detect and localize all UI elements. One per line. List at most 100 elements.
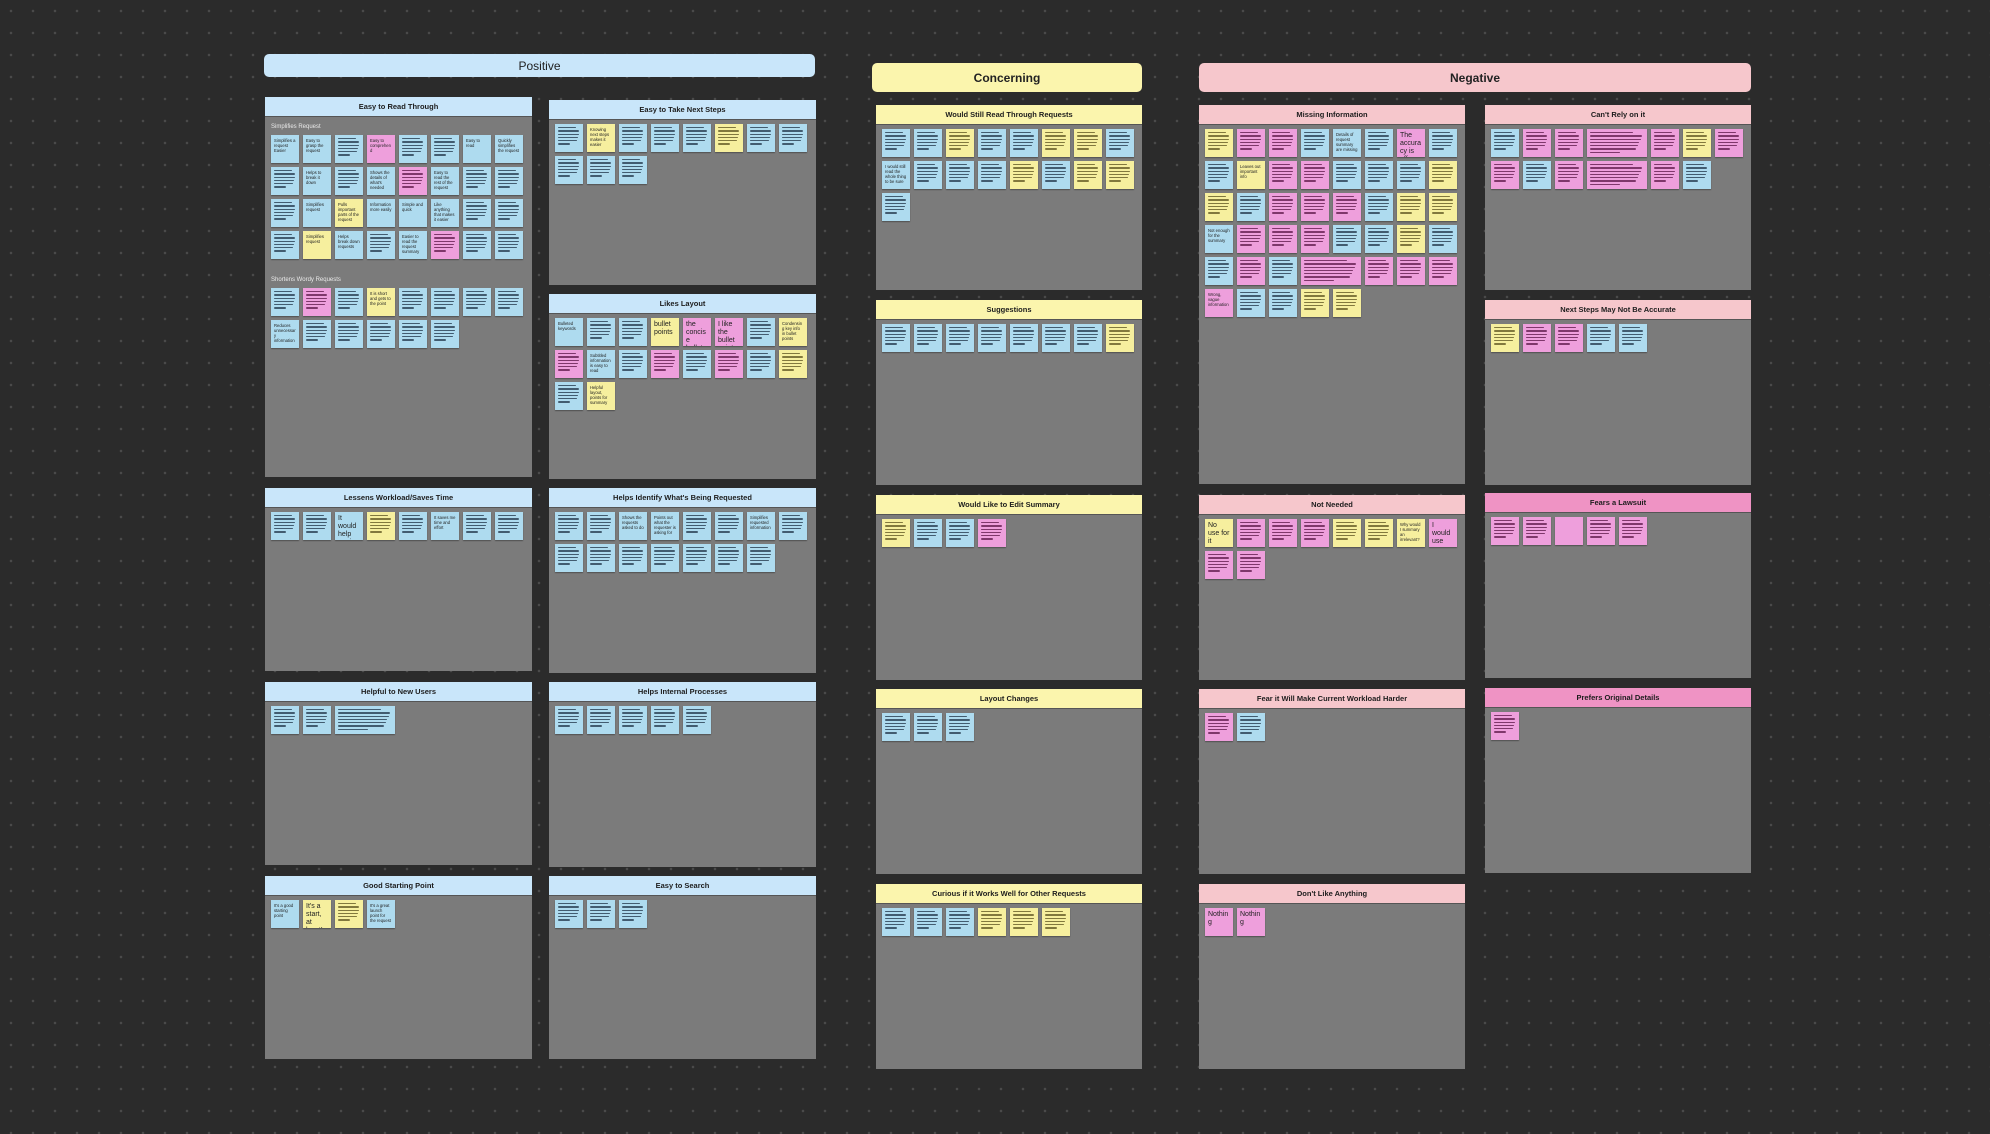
sticky-note[interactable]: Simplifies request [303, 199, 331, 227]
sticky-note[interactable] [683, 706, 711, 734]
sticky-note[interactable] [555, 350, 583, 378]
sticky-note[interactable] [367, 320, 395, 348]
sticky-note[interactable]: Bulleted keywords [555, 318, 583, 346]
frame-edit-summary[interactable]: Would Like to Edit Summary [876, 495, 1142, 680]
frame-next-steps-accuracy[interactable]: Next Steps May Not Be Accurate [1485, 300, 1751, 485]
frame-cant-rely[interactable]: Can't Rely on it [1485, 105, 1751, 290]
frame-missing-information[interactable]: Missing Information Details of request su… [1199, 105, 1465, 484]
section-header-negative[interactable]: Negative [1199, 63, 1751, 92]
sticky-note[interactable] [1587, 129, 1647, 157]
sticky-note[interactable] [619, 900, 647, 928]
sticky-note[interactable]: Information more easily [367, 199, 395, 227]
sticky-note[interactable] [1010, 324, 1038, 352]
sticky-note[interactable] [587, 156, 615, 184]
sticky-note[interactable] [946, 519, 974, 547]
sticky-note[interactable] [1491, 517, 1519, 545]
sticky-note[interactable] [1555, 324, 1583, 352]
sticky-note[interactable] [463, 288, 491, 316]
sticky-note[interactable] [1555, 161, 1583, 189]
sticky-note[interactable] [978, 908, 1006, 936]
sticky-note[interactable] [1205, 161, 1233, 189]
section-header-positive[interactable]: Positive [264, 54, 815, 77]
sticky-note[interactable] [1429, 129, 1457, 157]
sticky-note[interactable] [1523, 161, 1551, 189]
sticky-note[interactable] [1269, 161, 1297, 189]
sticky-note[interactable] [303, 512, 331, 540]
sticky-note[interactable] [1301, 193, 1329, 221]
sticky-note[interactable] [271, 167, 299, 195]
sticky-note[interactable] [683, 544, 711, 572]
sticky-note[interactable] [587, 900, 615, 928]
sticky-note[interactable] [882, 324, 910, 352]
sticky-note[interactable] [779, 350, 807, 378]
sticky-note[interactable] [914, 129, 942, 157]
sticky-note[interactable]: Not enough for the summary [1205, 225, 1233, 253]
sticky-note[interactable] [1106, 129, 1134, 157]
sticky-note[interactable] [495, 231, 523, 259]
sticky-note[interactable] [1651, 161, 1679, 189]
sticky-note[interactable] [1301, 225, 1329, 253]
sticky-note[interactable] [1523, 324, 1551, 352]
sticky-note[interactable] [463, 512, 491, 540]
sticky-note[interactable] [1205, 193, 1233, 221]
sticky-note[interactable] [555, 156, 583, 184]
sticky-note[interactable] [882, 193, 910, 221]
sticky-note[interactable] [431, 231, 459, 259]
sticky-note[interactable] [882, 713, 910, 741]
sticky-note[interactable] [555, 900, 583, 928]
sticky-note[interactable] [271, 199, 299, 227]
sticky-note[interactable] [587, 544, 615, 572]
sticky-note[interactable] [1365, 257, 1393, 285]
sticky-note[interactable] [1301, 129, 1329, 157]
sticky-note[interactable]: Easy to grasp the request [303, 135, 331, 163]
sticky-note[interactable] [303, 288, 331, 316]
sticky-note[interactable]: Helps to break it down [303, 167, 331, 195]
frame-still-read[interactable]: Would Still Read Through Requests I would… [876, 105, 1142, 290]
sticky-note[interactable] [882, 519, 910, 547]
sticky-note[interactable]: the concise bullets [683, 318, 711, 346]
sticky-note[interactable]: Wrong, vague information [1205, 289, 1233, 317]
sticky-note[interactable] [914, 908, 942, 936]
sticky-note[interactable] [303, 706, 331, 734]
sticky-note[interactable] [1301, 257, 1361, 285]
sticky-note[interactable] [1587, 517, 1615, 545]
sticky-note[interactable] [1683, 129, 1711, 157]
sticky-note[interactable] [747, 544, 775, 572]
frame-identify-requested[interactable]: Helps Identify What's Being Requested Sho… [549, 488, 816, 673]
sticky-note[interactable] [555, 512, 583, 540]
sticky-note[interactable]: I would use my own [1429, 519, 1457, 547]
frame-dont-like-anything[interactable]: Don't Like Anything Nothing Nothing [1199, 884, 1465, 1069]
sticky-note[interactable] [367, 231, 395, 259]
sticky-note[interactable]: It is short and gets to the point [367, 288, 395, 316]
sticky-note[interactable] [1237, 129, 1265, 157]
sticky-note[interactable]: Reduces unnecessary information [271, 320, 299, 348]
sticky-note[interactable] [715, 512, 743, 540]
sticky-note[interactable]: Quickly simplifies the request [495, 135, 523, 163]
frame-prefers-original[interactable]: Prefers Original Details [1485, 688, 1751, 873]
sticky-note[interactable] [1365, 129, 1393, 157]
sticky-note[interactable] [1333, 193, 1361, 221]
sticky-note[interactable]: Easy to read [463, 135, 491, 163]
sticky-note[interactable] [1269, 289, 1297, 317]
sticky-note[interactable]: No use for it [1205, 519, 1233, 547]
sticky-note[interactable] [715, 350, 743, 378]
sticky-note[interactable] [882, 129, 910, 157]
sticky-note[interactable] [683, 350, 711, 378]
sticky-note[interactable] [1651, 129, 1679, 157]
frame-not-needed[interactable]: Not Needed No use for it Why would I summa… [1199, 495, 1465, 680]
sticky-note[interactable] [946, 713, 974, 741]
sticky-note[interactable]: It's a good starting point [271, 900, 299, 928]
sticky-note[interactable] [555, 706, 583, 734]
sticky-note[interactable]: I like the bullet points [715, 318, 743, 346]
sticky-note[interactable] [495, 288, 523, 316]
sticky-note[interactable]: Leaves out important info [1237, 161, 1265, 189]
frame-likes-layout[interactable]: Likes Layout Bulleted keywords bullet poin… [549, 294, 816, 479]
sticky-note[interactable] [335, 706, 395, 734]
sticky-note[interactable] [399, 288, 427, 316]
sticky-note[interactable] [1587, 324, 1615, 352]
sticky-note[interactable]: Pulls important parts of the request [335, 199, 363, 227]
sticky-note[interactable]: Shows the details of what's needed [367, 167, 395, 195]
sticky-note[interactable] [555, 382, 583, 410]
sticky-note[interactable] [1042, 161, 1070, 189]
frame-fears-lawsuit[interactable]: Fears a Lawsuit [1485, 493, 1751, 678]
